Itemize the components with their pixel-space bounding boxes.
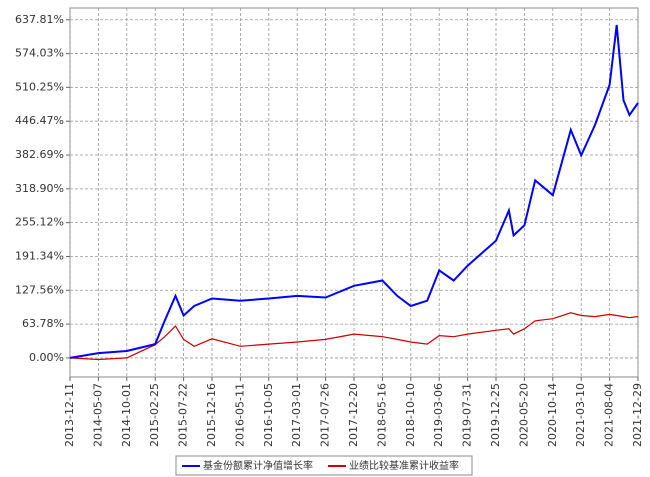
y-tick-label: 382.69%	[15, 148, 64, 161]
x-tick-label: 2016-10-05	[262, 383, 275, 447]
y-tick-label: 127.56%	[15, 283, 64, 296]
x-tick-label: 2015-12-16	[205, 383, 218, 447]
x-tick-label: 2017-12-20	[347, 383, 360, 447]
x-tick-label: 2019-03-06	[432, 383, 445, 447]
x-tick-label: 2014-05-07	[91, 383, 104, 447]
y-tick-label: 446.47%	[15, 114, 64, 127]
series-line	[69, 24, 639, 359]
legend	[175, 455, 473, 476]
x-tick-label: 2017-03-01	[290, 383, 303, 447]
y-tick-label: 574.03%	[15, 47, 64, 60]
y-tick-label: 510.25%	[15, 80, 64, 93]
y-tick-label: 63.78%	[22, 317, 64, 330]
legend-label: 基金份额累计净值增长率	[203, 459, 313, 472]
legend-label: 业绩比较基准累计收益率	[349, 459, 459, 472]
series-line	[69, 312, 639, 361]
x-tick-label: 2020-05-20	[517, 383, 530, 447]
x-tick-label: 2016-05-11	[233, 383, 246, 447]
y-tick-label: 637.81%	[15, 13, 64, 26]
x-tick-label: 2020-10-14	[546, 383, 559, 447]
x-tick-label: 2017-07-26	[319, 383, 332, 447]
y-tick-label: 318.90%	[15, 182, 64, 195]
y-tick-label: 191.34%	[15, 249, 64, 262]
y-tick-label: 255.12%	[15, 216, 64, 229]
x-tick-label: 2014-10-01	[120, 383, 133, 447]
x-tick-label: 2018-05-16	[375, 383, 388, 447]
x-tick-label: 2021-08-04	[603, 383, 616, 447]
x-tick-label: 2015-07-22	[177, 383, 190, 447]
x-tick-label: 2021-03-10	[574, 383, 587, 447]
x-tick-label: 2021-12-29	[631, 383, 644, 447]
x-tick-label: 2019-07-31	[461, 383, 474, 447]
y-tick-label: 0.00%	[29, 351, 64, 364]
x-tick-label: 2013-12-11	[63, 383, 76, 447]
x-tick-label: 2018-10-10	[404, 383, 417, 447]
x-tick-label: 2015-02-25	[148, 383, 161, 447]
x-tick-label: 2019-12-25	[489, 383, 502, 447]
